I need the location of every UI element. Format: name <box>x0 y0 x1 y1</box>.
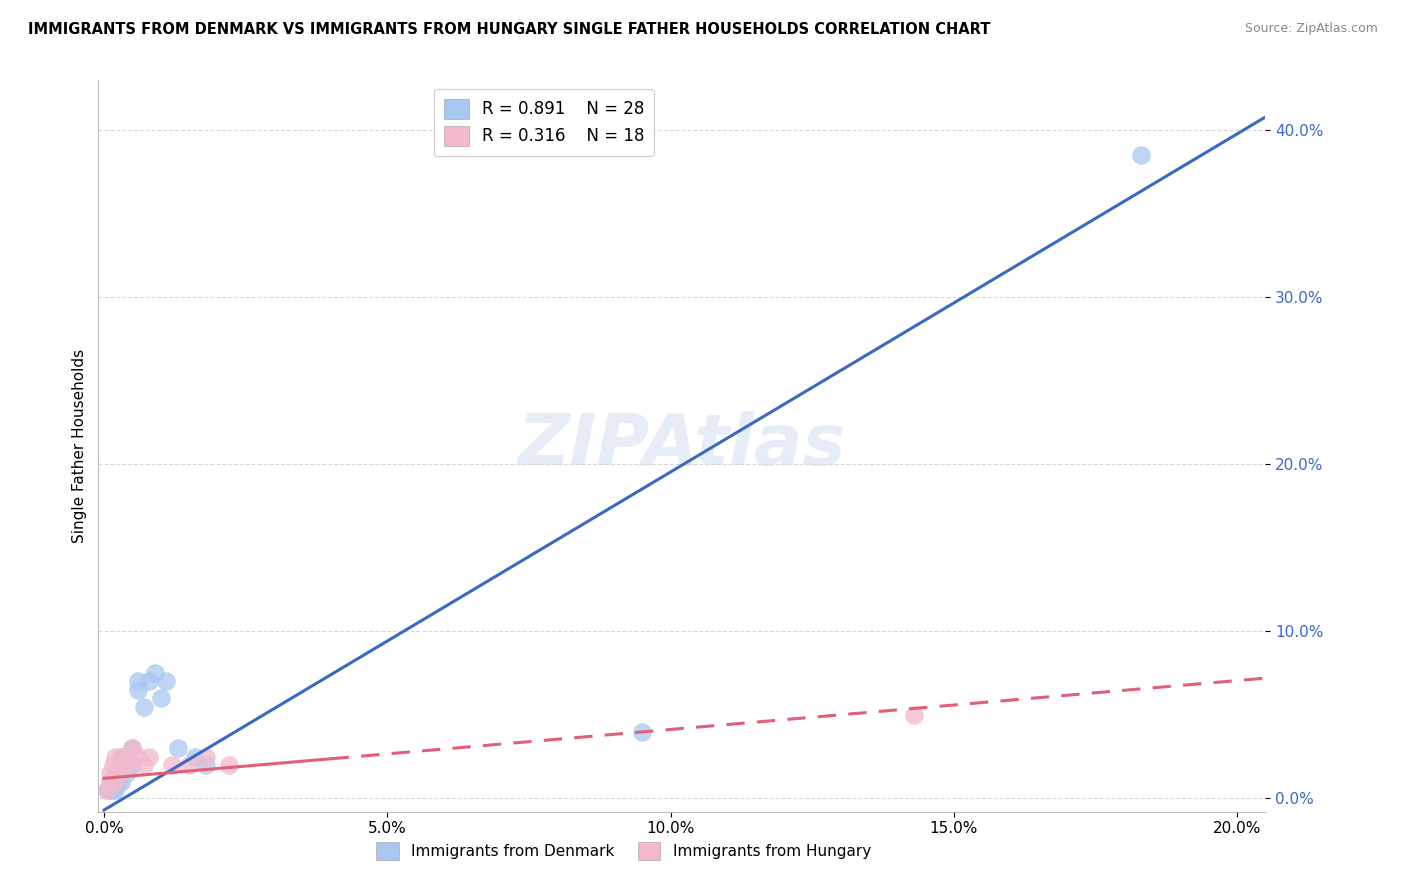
Point <box>96 783 118 797</box>
Point <box>121 741 143 756</box>
Point <box>98 766 121 780</box>
Point <box>195 758 218 772</box>
Point <box>127 749 149 764</box>
Point <box>104 774 127 789</box>
Point <box>160 758 183 772</box>
Point <box>110 774 132 789</box>
Point <box>155 674 177 689</box>
Point <box>143 666 166 681</box>
Point <box>138 674 160 689</box>
Text: IMMIGRANTS FROM DENMARK VS IMMIGRANTS FROM HUNGARY SINGLE FATHER HOUSEHOLDS CORR: IMMIGRANTS FROM DENMARK VS IMMIGRANTS FR… <box>28 22 990 37</box>
Text: Source: ZipAtlas.com: Source: ZipAtlas.com <box>1244 22 1378 36</box>
Point <box>110 758 132 772</box>
Point <box>104 783 127 797</box>
Point <box>115 758 138 772</box>
Point <box>115 749 138 764</box>
Point <box>1129 148 1152 162</box>
Point <box>127 682 149 697</box>
Point <box>166 741 188 756</box>
Point <box>218 758 240 772</box>
Point <box>115 766 138 780</box>
Point <box>110 766 132 780</box>
Point <box>132 699 155 714</box>
Point <box>149 691 172 706</box>
Point <box>98 783 121 797</box>
Point <box>110 749 132 764</box>
Point <box>98 774 121 789</box>
Point <box>177 758 200 772</box>
Point <box>132 758 155 772</box>
Point <box>631 724 654 739</box>
Point <box>96 783 118 797</box>
Y-axis label: Single Father Households: Single Father Households <box>72 349 87 543</box>
Point <box>121 741 143 756</box>
Point <box>121 758 143 772</box>
Point <box>101 774 124 789</box>
Point <box>127 674 149 689</box>
Point <box>101 783 124 797</box>
Text: ZIPAtlas: ZIPAtlas <box>517 411 846 481</box>
Point <box>104 749 127 764</box>
Point <box>903 707 925 722</box>
Point <box>195 749 218 764</box>
Point <box>101 758 124 772</box>
Point <box>183 749 205 764</box>
Legend: Immigrants from Denmark, Immigrants from Hungary: Immigrants from Denmark, Immigrants from… <box>370 836 877 866</box>
Point <box>104 766 127 780</box>
Point <box>107 774 129 789</box>
Point <box>104 774 127 789</box>
Point <box>138 749 160 764</box>
Point <box>98 774 121 789</box>
Point <box>110 749 132 764</box>
